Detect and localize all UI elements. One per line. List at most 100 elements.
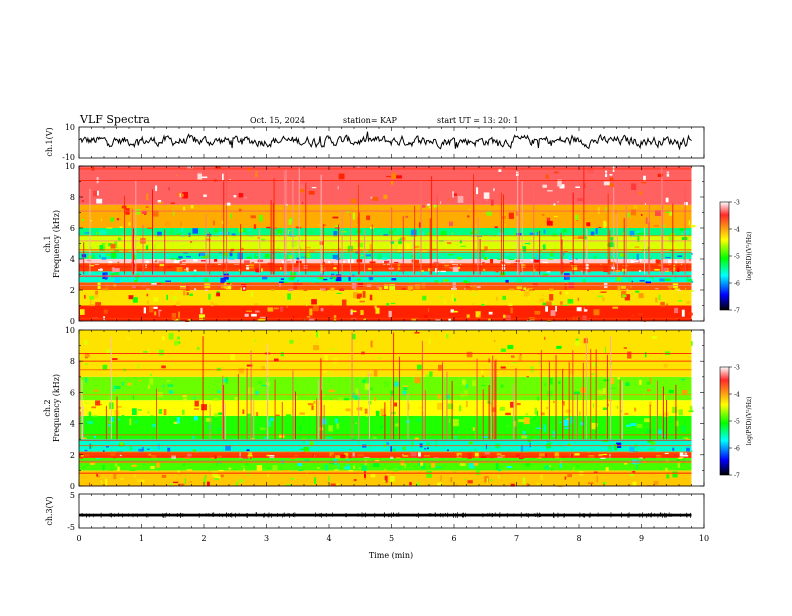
spectrogram-texture	[544, 336, 546, 340]
spectrogram-texture	[375, 450, 382, 452]
spectrogram-texture	[180, 193, 184, 198]
spectrogram-texture	[154, 259, 157, 263]
spectrogram-streak	[619, 379, 621, 440]
spectrogram-texture	[660, 301, 665, 307]
spectrogram-texture	[214, 476, 221, 479]
spectrogram-texture	[216, 292, 221, 297]
spectrogram-texture	[80, 476, 86, 479]
spectrogram-texture	[368, 279, 370, 281]
spectrogram-texture	[309, 441, 313, 447]
spectrogram-texture	[493, 188, 495, 192]
spectrogram-texture	[690, 224, 696, 228]
spectrogram-texture	[335, 257, 341, 260]
spectrogram-texture	[123, 250, 129, 252]
spectrogram-texture	[575, 214, 579, 220]
spectrogram-texture	[102, 364, 108, 371]
spectrogram-streak	[513, 384, 515, 440]
spectrogram-texture	[647, 388, 651, 392]
spectrogram-texture	[444, 299, 446, 306]
colorbar-tick-label: -6	[734, 281, 740, 288]
spectrogram-texture	[472, 286, 476, 290]
spectrogram-texture	[306, 316, 311, 318]
spectrogram-texture	[335, 398, 337, 401]
spectrogram-texture	[468, 209, 471, 211]
spectrogram-texture	[414, 331, 420, 334]
spectrogram-texture	[201, 176, 208, 179]
spectrogram-texture	[337, 247, 341, 250]
spectrogram-texture	[268, 420, 271, 427]
spectrogram-streak	[295, 391, 296, 440]
spectrogram-texture	[117, 237, 121, 242]
spectrogram-texture	[340, 288, 345, 291]
spectrogram-texture	[383, 194, 388, 199]
spectrogram-texture	[281, 459, 285, 465]
spectrogram-texture	[122, 233, 124, 237]
spectrogram-texture	[600, 457, 606, 459]
ch1-colorbar: -3-4-5-6-7 log(PSD)(V²/Hz)	[719, 200, 753, 315]
spectrogram-streak	[607, 193, 609, 275]
spectrogram-streak	[533, 184, 535, 275]
spectrogram-texture	[553, 203, 556, 206]
spectrogram-texture	[495, 463, 499, 470]
spectrogram-texture	[183, 252, 188, 254]
spectrogram-texture	[619, 382, 621, 385]
spectrogram-texture	[172, 296, 178, 300]
spectrogram-texture	[324, 355, 329, 362]
spectrogram-texture	[546, 441, 552, 449]
spectrogram-texture	[542, 244, 546, 251]
spectrogram-texture	[564, 283, 567, 290]
spectrogram-texture	[580, 270, 583, 273]
spectrogram-texture	[197, 172, 203, 180]
spectrogram-texture	[218, 412, 223, 416]
spectrogram-texture	[237, 252, 243, 259]
spectrogram-texture	[218, 469, 224, 472]
spec-ytick-label: 6	[70, 388, 75, 397]
spectrogram-texture	[90, 219, 93, 222]
spectrogram-texture	[163, 384, 165, 389]
spectrogram-texture	[672, 447, 675, 451]
spectrogram-texture	[437, 364, 442, 371]
spectrogram-texture	[626, 288, 629, 291]
spectrogram-texture	[149, 232, 153, 236]
spectrogram-texture	[110, 452, 116, 457]
spectrogram-texture	[484, 300, 488, 305]
spectrogram-texture	[627, 260, 629, 263]
spectrogram-texture	[442, 279, 449, 282]
spectrogram-texture	[384, 475, 388, 483]
spectrogram-texture	[204, 475, 207, 478]
spectrogram-texture	[274, 227, 278, 229]
spectrogram-texture	[129, 469, 136, 471]
spectrogram-texture	[394, 402, 398, 407]
spectrogram-texture	[312, 305, 319, 312]
spectrogram-texture	[353, 250, 355, 253]
spectrogram-texture	[666, 171, 670, 177]
spectrogram-texture	[494, 340, 496, 343]
spectrogram-texture	[91, 416, 93, 418]
spectrogram-streak	[495, 359, 497, 440]
spectrogram-texture	[153, 297, 159, 302]
spectrogram-texture	[639, 404, 644, 407]
spectrogram-texture	[344, 452, 349, 459]
spectrogram-texture	[548, 318, 550, 322]
spectrogram-texture	[291, 240, 297, 247]
spectrogram-texture	[637, 275, 641, 280]
spectrogram-texture	[148, 384, 150, 389]
spectrogram-texture	[549, 302, 556, 306]
spectrogram-texture	[228, 232, 230, 235]
spectrogram-texture	[218, 251, 223, 254]
spectrogram-texture	[669, 211, 673, 216]
spectrogram-texture	[302, 438, 306, 440]
spectrogram-texture	[616, 276, 621, 282]
spectrogram-texture	[403, 385, 408, 388]
spectrogram-texture	[213, 220, 215, 226]
spectrogram-texture	[219, 232, 224, 235]
spectrogram-texture	[115, 463, 118, 467]
spectrogram-texture	[296, 257, 300, 260]
spectrogram-texture	[529, 232, 535, 235]
figure-title: VLF Spectra	[79, 113, 150, 126]
spectrogram-texture	[579, 411, 581, 416]
spectrogram-texture	[658, 294, 661, 301]
spectrogram-texture	[681, 389, 688, 394]
spectrogram-texture	[573, 236, 578, 240]
spectrogram-texture	[418, 222, 422, 228]
